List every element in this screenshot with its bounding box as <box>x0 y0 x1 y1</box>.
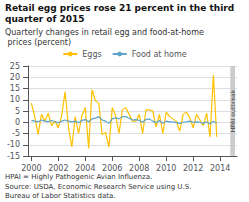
svg-text:2006: 2006 <box>102 164 122 173</box>
svg-text:Quarterly changes in retail eg: Quarterly changes in retail egg and food… <box>5 28 204 37</box>
svg-text:0: 0 <box>15 118 20 127</box>
svg-text:10: 10 <box>10 95 20 104</box>
svg-text:25: 25 <box>10 62 20 71</box>
svg-text:-15: -15 <box>7 152 20 161</box>
svg-text:Retail egg prices rose 21 perc: Retail egg prices rose 21 percent in the… <box>5 3 237 13</box>
svg-text:2012: 2012 <box>183 164 203 173</box>
svg-text:prices (percent): prices (percent) <box>5 38 71 47</box>
svg-text:-10: -10 <box>7 140 20 149</box>
svg-text:20: 20 <box>10 73 20 82</box>
svg-text:2010: 2010 <box>156 164 176 173</box>
svg-text:5: 5 <box>15 107 20 116</box>
svg-text:HPAI = Highly Pathogenic Avian: HPAI = Highly Pathogenic Avian Influenza… <box>5 173 152 181</box>
svg-text:2000: 2000 <box>21 164 41 173</box>
svg-text:HPAI outbreak: HPAI outbreak <box>229 89 236 132</box>
svg-text:2002: 2002 <box>48 164 68 173</box>
svg-text:-5: -5 <box>12 129 20 138</box>
svg-text:Eggs: Eggs <box>82 50 101 59</box>
svg-text:Bureau of Labor Statistics dat: Bureau of Labor Statistics data. <box>5 192 115 200</box>
svg-text:Source: USDA, Economic Researc: Source: USDA, Economic Research Service … <box>5 183 194 191</box>
svg-text:quarter of 2015: quarter of 2015 <box>5 14 85 24</box>
svg-text:2008: 2008 <box>129 164 149 173</box>
svg-text:15: 15 <box>10 84 20 93</box>
svg-text:Food at home: Food at home <box>132 50 187 59</box>
svg-text:2004: 2004 <box>75 164 95 173</box>
svg-text:2014: 2014 <box>210 164 230 173</box>
